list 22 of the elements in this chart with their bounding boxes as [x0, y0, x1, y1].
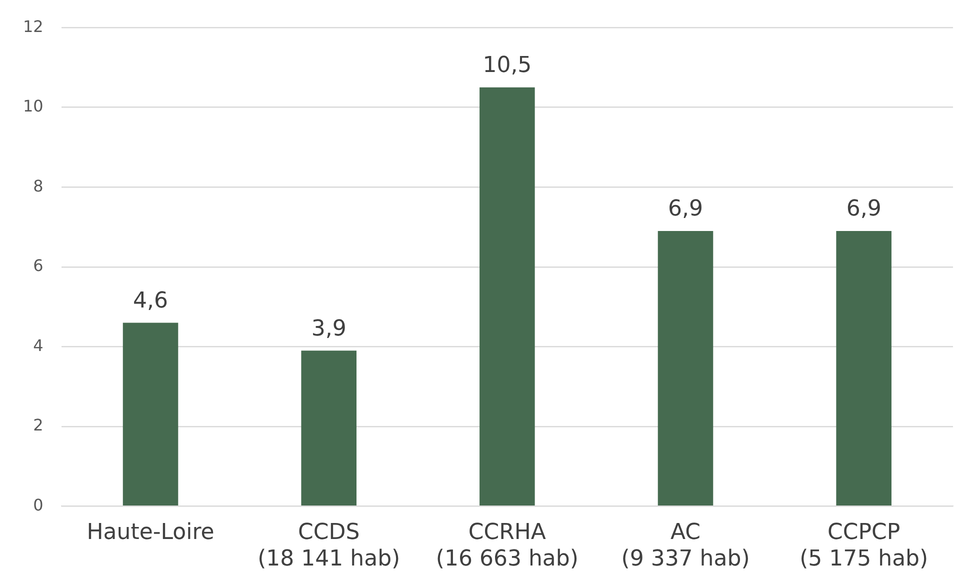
x-tick-label: AC (9 337 hab) [621, 520, 750, 572]
y-tick-label: 0 [33, 495, 44, 514]
bar [301, 350, 356, 506]
data-label: 6,9 [846, 196, 882, 222]
y-tick-label: 4 [33, 336, 44, 355]
x-tick-label: CCDS (18 141 hab) [258, 520, 400, 572]
x-tick-label: CCRHA (16 663 hab) [436, 520, 578, 572]
x-tick-label: CCPCP (5 175 hab) [800, 520, 928, 572]
bar [122, 322, 178, 506]
y-tick-label: 8 [33, 176, 44, 196]
y-tick-label: 6 [33, 256, 44, 276]
data-label: 10,5 [482, 53, 532, 78]
data-label: 6,9 [668, 196, 704, 222]
y-tick-label: 2 [33, 416, 44, 435]
data-label: 3,9 [311, 316, 346, 342]
bar [658, 231, 714, 506]
bar [836, 231, 892, 506]
x-tick-label: Haute-Loire [86, 520, 214, 546]
y-tick-label: 10 [23, 96, 44, 116]
bar [480, 87, 535, 506]
data-label: 4,6 [133, 288, 168, 314]
y-tick-label: 12 [23, 16, 44, 36]
